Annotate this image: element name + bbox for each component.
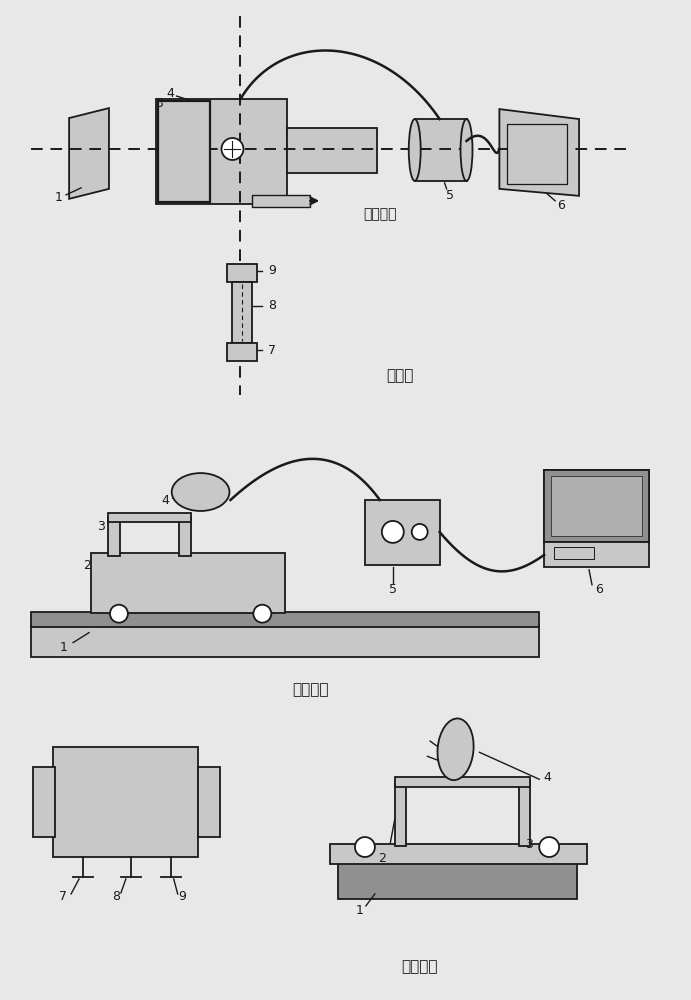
- Bar: [252, 195, 310, 207]
- Text: 5: 5: [389, 583, 397, 596]
- Bar: [227, 264, 257, 282]
- Circle shape: [355, 837, 375, 857]
- Text: 1: 1: [54, 191, 62, 204]
- Bar: [31, 612, 539, 627]
- Text: 4: 4: [162, 494, 170, 507]
- Text: 8: 8: [268, 299, 276, 312]
- Text: 3: 3: [97, 520, 105, 533]
- Circle shape: [222, 138, 243, 160]
- Text: 4: 4: [167, 87, 175, 100]
- Text: 2: 2: [83, 559, 91, 572]
- Bar: [232, 282, 252, 343]
- Bar: [520, 781, 530, 846]
- Bar: [338, 861, 577, 899]
- Text: 4: 4: [543, 771, 551, 784]
- Circle shape: [382, 521, 404, 543]
- Polygon shape: [500, 109, 579, 196]
- Bar: [551, 476, 642, 536]
- Text: 俯视图: 俯视图: [386, 368, 413, 383]
- Bar: [108, 518, 120, 556]
- Text: 1: 1: [356, 904, 364, 917]
- Text: 2: 2: [378, 852, 386, 865]
- Text: 9: 9: [268, 264, 276, 277]
- Bar: [395, 777, 530, 787]
- Bar: [91, 553, 285, 613]
- Bar: [158, 101, 209, 202]
- Bar: [365, 500, 439, 565]
- Bar: [155, 99, 287, 204]
- Ellipse shape: [171, 473, 229, 511]
- Circle shape: [539, 837, 559, 857]
- Bar: [33, 767, 55, 837]
- Circle shape: [412, 524, 428, 540]
- Text: 9: 9: [179, 890, 187, 903]
- Text: 横切面图: 横切面图: [292, 682, 328, 697]
- Text: 7: 7: [268, 344, 276, 357]
- Bar: [545, 470, 649, 542]
- Ellipse shape: [437, 718, 473, 780]
- Bar: [108, 513, 191, 522]
- Text: 3: 3: [525, 838, 533, 851]
- Text: 纵切面图: 纵切面图: [401, 959, 438, 974]
- Bar: [287, 128, 377, 173]
- Bar: [179, 518, 191, 556]
- Text: 1: 1: [59, 641, 67, 654]
- Bar: [330, 844, 587, 864]
- Text: 移动方向: 移动方向: [363, 207, 397, 221]
- Text: 7: 7: [59, 890, 67, 903]
- Ellipse shape: [460, 119, 473, 181]
- Ellipse shape: [409, 119, 421, 181]
- Bar: [507, 124, 567, 184]
- Bar: [395, 781, 406, 846]
- Circle shape: [254, 605, 272, 623]
- Bar: [545, 542, 649, 567]
- Text: 8: 8: [112, 890, 120, 903]
- Bar: [554, 547, 594, 559]
- Text: 6: 6: [595, 583, 603, 596]
- Bar: [53, 747, 198, 857]
- Circle shape: [110, 605, 128, 623]
- Bar: [545, 470, 649, 542]
- Bar: [31, 625, 539, 657]
- Bar: [198, 767, 220, 837]
- Text: 6: 6: [557, 199, 565, 212]
- Bar: [227, 343, 257, 361]
- Text: 3: 3: [155, 97, 162, 110]
- Polygon shape: [69, 108, 109, 199]
- Bar: [415, 119, 466, 181]
- Text: 5: 5: [446, 189, 453, 202]
